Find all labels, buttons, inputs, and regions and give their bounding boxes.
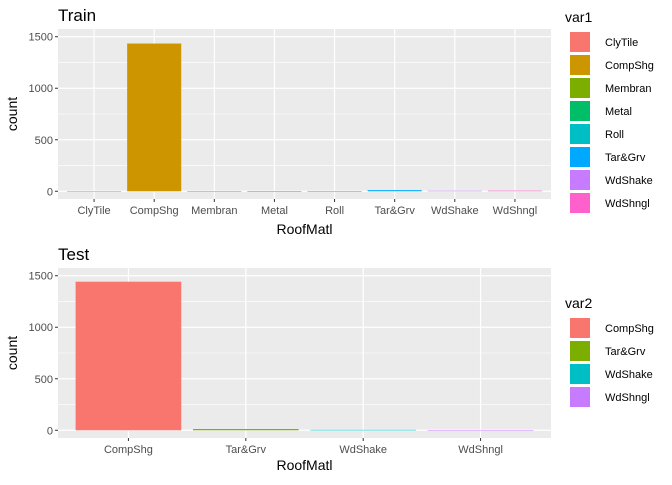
test-x-tick-label-wdshake: WdShake <box>339 444 387 456</box>
train-x-tick-label-membran: Membran <box>191 205 237 217</box>
train-x-tick-label-roll: Roll <box>325 205 344 217</box>
train-x-tick-label-clytile: ClyTile <box>77 205 110 217</box>
test-title: Test <box>58 245 89 264</box>
train-x-tick-label-metal: Metal <box>261 205 288 217</box>
test-legend-key-wdshngl <box>570 387 590 407</box>
train-bar-clytile <box>67 191 122 192</box>
train-y-ticks: 0 500 1000 1500 <box>29 32 58 198</box>
train-legend-label-wdshake: WdShake <box>605 175 653 187</box>
test-y-ticks: 0 500 1000 1500 <box>29 271 58 437</box>
train-y-tick-label: 1000 <box>29 83 53 95</box>
test-legend-key-compshg <box>570 318 590 338</box>
train-legend-key-clytile <box>570 32 590 52</box>
train-legend-key-tar-grv <box>570 147 590 167</box>
train-bar-wdshngl <box>487 190 542 192</box>
train-x-axis-title: RoofMatl <box>276 221 332 237</box>
train-legend-key-metal <box>570 101 590 121</box>
test-y-axis-title: count <box>4 336 20 370</box>
train-x-tick-label-wdshake: WdShake <box>431 205 479 217</box>
test-x-axis-title: RoofMatl <box>276 457 332 473</box>
train-y-tick-label: 500 <box>35 135 53 147</box>
test-y-tick-label: 500 <box>35 374 53 386</box>
train-title: Train <box>58 6 96 25</box>
train-bar-tar-grv <box>367 190 422 192</box>
test-bar-wdshake <box>310 429 417 431</box>
test-legend: var2 CompShg Tar&Grv WdShake WdShngl <box>565 295 654 407</box>
test-panel: Test 0 500 1000 1500 CompShg Tar&Grv WdShake W… <box>4 245 654 473</box>
test-legend-label-compshg: CompShg <box>605 323 654 335</box>
test-y-tick-label: 1000 <box>29 322 53 334</box>
test-y-tick-label: 0 <box>47 425 53 437</box>
train-x-tick-label-wdshngl: WdShngl <box>493 205 538 217</box>
train-panel: Train 0 500 1000 1500 ClyTile CompShg Membran… <box>4 6 654 237</box>
train-bars <box>67 43 542 192</box>
train-y-tick-label: 1500 <box>29 32 53 44</box>
train-x-tick-label-compshg: CompShg <box>130 205 179 217</box>
train-legend-key-wdshake <box>570 170 590 190</box>
train-legend-label-wdshngl: WdShngl <box>605 198 650 210</box>
test-x-tick-label-wdshngl: WdShngl <box>458 444 503 456</box>
train-legend-label-tar-grv: Tar&Grv <box>605 152 646 164</box>
test-y-tick-label: 1500 <box>29 271 53 283</box>
train-legend-key-membran <box>570 78 590 98</box>
train-x-tick-label-tar-grv: Tar&Grv <box>375 205 416 217</box>
test-legend-key-wdshake <box>570 364 590 384</box>
test-legend-label-tar-grv: Tar&Grv <box>605 346 646 358</box>
test-bar-tar-grv <box>192 429 299 431</box>
test-bar-compshg <box>75 281 182 431</box>
train-bar-wdshake <box>427 190 482 192</box>
train-bar-metal <box>247 191 302 192</box>
train-legend-label-metal: Metal <box>605 106 632 118</box>
train-legend-label-compshg: CompShg <box>605 60 654 72</box>
test-bar-wdshngl <box>427 430 534 431</box>
train-bar-compshg <box>127 43 182 192</box>
train-legend-key-wdshngl <box>570 193 590 213</box>
train-legend-label-clytile: ClyTile <box>605 37 638 49</box>
test-x-tick-label-compshg: CompShg <box>104 444 153 456</box>
test-bars <box>75 281 534 431</box>
test-legend-key-tar-grv <box>570 341 590 361</box>
train-legend-label-membran: Membran <box>605 83 651 95</box>
test-x-ticks: CompShg Tar&Grv WdShake WdShngl <box>104 438 503 456</box>
train-y-tick-label: 0 <box>47 186 53 198</box>
train-x-ticks: ClyTile CompShg Membran Metal Roll Tar&Grv WdS… <box>77 199 537 217</box>
test-legend-title: var2 <box>565 295 592 311</box>
train-legend-key-compshg <box>570 55 590 75</box>
train-y-axis-title: count <box>4 97 20 131</box>
train-legend-key-roll <box>570 124 590 144</box>
train-bar-membran <box>187 191 242 192</box>
test-x-tick-label-tar-grv: Tar&Grv <box>226 444 267 456</box>
train-legend: var1 ClyTile CompShg Membran Metal Roll Tar&G… <box>565 9 654 213</box>
train-legend-label-roll: Roll <box>605 129 624 141</box>
test-legend-label-wdshngl: WdShngl <box>605 392 650 404</box>
train-legend-title: var1 <box>565 9 592 25</box>
test-legend-label-wdshake: WdShake <box>605 369 653 381</box>
train-bar-roll <box>307 191 362 192</box>
